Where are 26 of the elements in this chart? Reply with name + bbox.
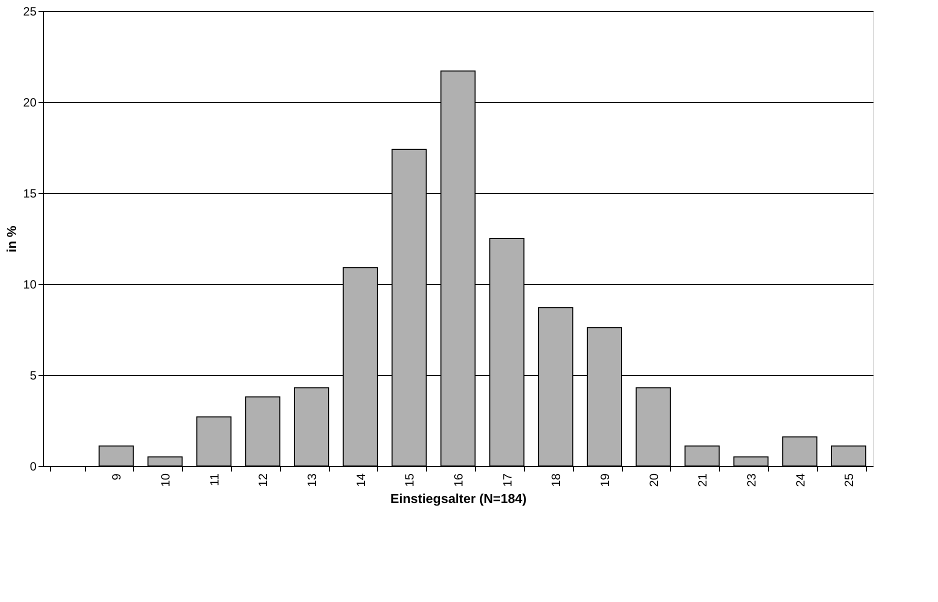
- y-tick-label: 15: [23, 186, 37, 200]
- y-tick-label: 5: [30, 368, 37, 382]
- x-tick-label: 15: [402, 473, 417, 487]
- x-tick-label: 12: [256, 473, 270, 487]
- y-axis-title: in %: [4, 225, 20, 252]
- x-tick-label: 18: [549, 473, 564, 487]
- x-axis-title: Einstiegsalter (N=184): [390, 490, 527, 506]
- x-tick-label: 10: [158, 473, 173, 487]
- x-tick-label: 25: [842, 473, 856, 487]
- x-tick-label: 19: [598, 473, 612, 487]
- x-tick-label: 13: [305, 473, 320, 487]
- x-tick-label: 20: [646, 473, 661, 487]
- x-tick-label: 23: [744, 473, 758, 487]
- x-tick-label: 14: [354, 473, 368, 487]
- x-tick-label: 17: [500, 473, 514, 487]
- x-tick-label: 16: [452, 473, 466, 487]
- x-tick-label: 24: [793, 473, 808, 487]
- y-tick-label: 20: [23, 96, 37, 110]
- y-tick-label: 25: [23, 4, 37, 18]
- bar: [831, 445, 866, 466]
- bar: [294, 387, 330, 466]
- x-tick-label: 9: [110, 473, 124, 480]
- x-tick-label: 21: [696, 473, 710, 487]
- x-tick-label: 11: [207, 473, 222, 486]
- y-tick-label: 10: [23, 278, 37, 292]
- y-tick-label: 0: [30, 460, 37, 474]
